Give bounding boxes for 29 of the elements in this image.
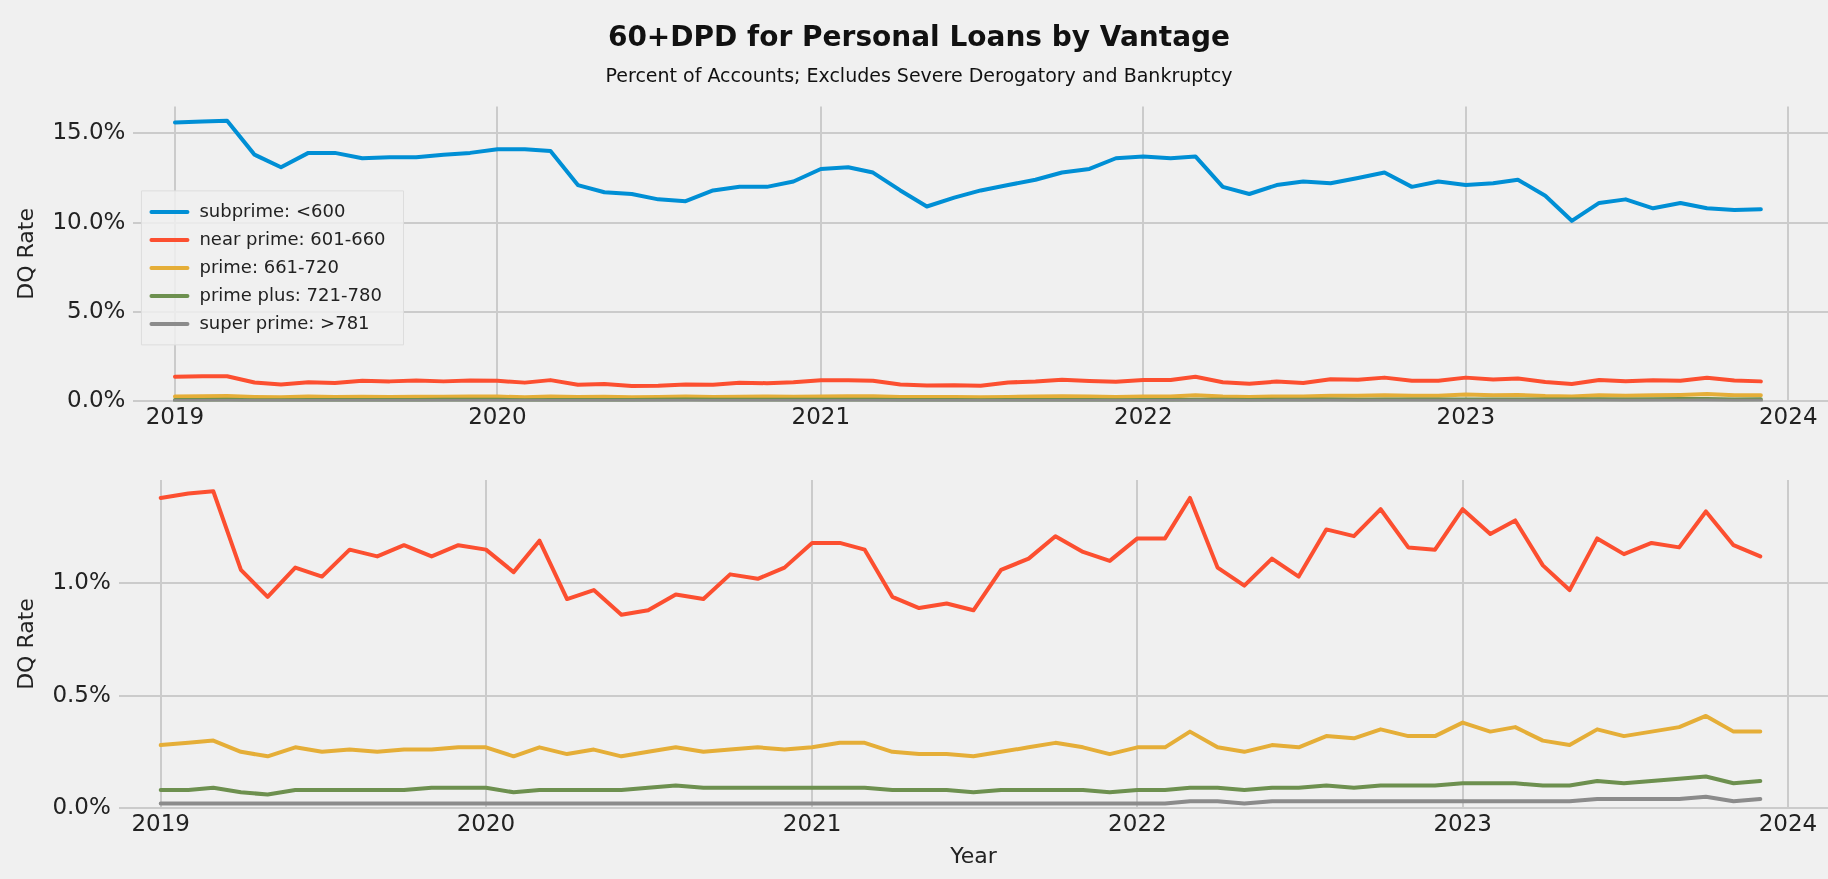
legend-label: near prime: 601-660 (199, 227, 386, 249)
x-tick-label: 2021 (791, 403, 851, 430)
x-tick-label: 2023 (1433, 809, 1492, 836)
x-tick-label: 2021 (782, 809, 842, 836)
y-axis-title: DQ Rate (12, 208, 38, 300)
legend-label: super prime: >781 (199, 311, 370, 333)
x-tick-label: 2023 (1436, 403, 1496, 430)
legend-label: prime: 661-720 (199, 255, 339, 277)
y-tick-label: 1.0% (52, 568, 111, 595)
y-tick-label: 0.0% (52, 792, 111, 819)
x-tick-label: 2024 (1758, 403, 1818, 430)
x-tick-label: 2019 (145, 403, 205, 430)
chart-subtitle: Percent of Accounts; Excludes Severe Derogatory and Bankruptcy (605, 63, 1233, 86)
x-tick-label: 2019 (131, 809, 190, 836)
legend-label: prime plus: 721-780 (199, 283, 382, 305)
x-tick-label: 2022 (1114, 403, 1173, 430)
y-tick-label: 10.0% (52, 207, 126, 234)
y-tick-label: 0.0% (67, 386, 126, 413)
y-axis-title: DQ Rate (12, 598, 38, 690)
legend-label: subprime: <600 (199, 199, 346, 221)
x-tick-label: 2020 (468, 403, 527, 430)
x-tick-label: 2024 (1758, 809, 1818, 836)
chart-title: 60+DPD for Personal Loans by Vantage (607, 20, 1231, 54)
x-tick-label: 2022 (1108, 809, 1167, 836)
y-tick-label: 5.0% (67, 296, 126, 323)
y-tick-label: 15.0% (52, 118, 126, 145)
y-tick-label: 0.5% (52, 680, 111, 707)
x-axis-title: Year (949, 842, 998, 868)
x-tick-label: 2020 (456, 809, 516, 836)
